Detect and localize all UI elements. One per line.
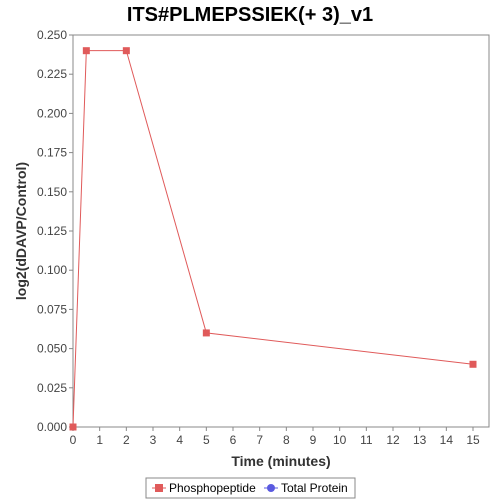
y-tick-label: 0.025 <box>37 381 67 395</box>
legend-item-phosphopeptide: Phosphopeptide <box>152 481 256 495</box>
legend-marker <box>155 484 163 492</box>
x-axis: 0 1 2 3 4 5 6 7 8 9 10 11 12 13 14 15 <box>70 427 480 447</box>
x-tick-label: 11 <box>360 433 373 447</box>
y-tick-label: 0.125 <box>37 224 67 238</box>
x-tick-label: 8 <box>283 433 290 447</box>
legend: Phosphopeptide Total Protein <box>145 477 356 499</box>
x-tick-label: 9 <box>310 433 317 447</box>
y-tick-label: 0.150 <box>37 185 67 199</box>
y-tick-label: 0.225 <box>37 67 67 81</box>
x-tick-label: 6 <box>230 433 237 447</box>
y-tick-label: 0.200 <box>37 106 67 120</box>
x-tick-label: 13 <box>413 433 427 447</box>
y-tick-label: 0.100 <box>37 263 67 277</box>
y-axis: 0.000 0.025 0.050 0.075 0.100 0.125 0.150 0.175… <box>37 28 73 434</box>
y-tick-label: 0.000 <box>37 420 67 434</box>
legend-box <box>145 477 356 499</box>
x-tick-label: 0 <box>70 433 77 447</box>
x-tick-label: 15 <box>466 433 480 447</box>
x-tick-label: 5 <box>203 433 210 447</box>
x-tick-label: 10 <box>333 433 347 447</box>
chart-title: ITS#PLMEPSSIEK(+ 3)_v1 <box>127 4 373 26</box>
y-tick-label: 0.050 <box>37 342 67 356</box>
legend-label: Phosphopeptide <box>169 481 256 495</box>
data-point <box>69 423 77 431</box>
data-point <box>202 329 210 337</box>
x-tick-label: 2 <box>123 433 130 447</box>
x-tick-label: 14 <box>440 433 454 447</box>
plot-area <box>72 34 490 428</box>
x-tick-label: 3 <box>150 433 157 447</box>
data-point <box>82 47 90 55</box>
x-axis-title: Time (minutes) <box>231 453 330 469</box>
data-point <box>469 360 477 368</box>
x-tick-label: 12 <box>386 433 400 447</box>
y-tick-label: 0.250 <box>37 28 67 42</box>
legend-marker <box>267 484 275 492</box>
legend-item-total-protein: Total Protein <box>264 481 348 495</box>
x-tick-label: 7 <box>256 433 263 447</box>
legend-label: Total Protein <box>281 481 348 495</box>
y-tick-label: 0.075 <box>37 302 67 316</box>
data-point <box>122 47 130 55</box>
x-tick-label: 1 <box>96 433 103 447</box>
y-axis-title: log2(dDAVP/Control) <box>13 162 29 300</box>
x-tick-label: 4 <box>176 433 183 447</box>
y-tick-label: 0.175 <box>37 146 67 160</box>
series-layer <box>69 47 477 431</box>
